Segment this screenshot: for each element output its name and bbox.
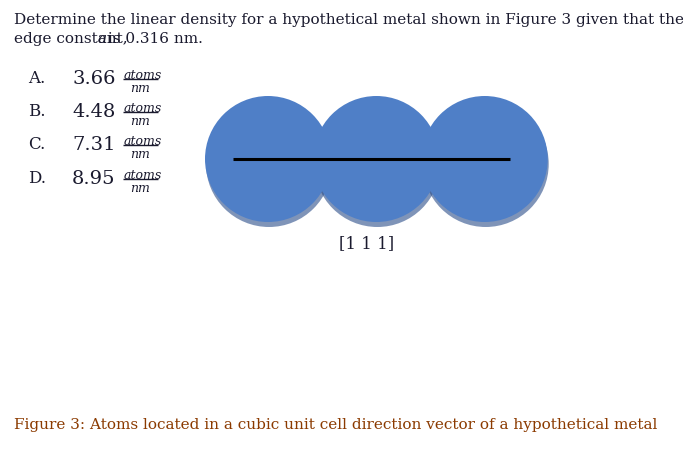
Text: 3.66: 3.66 bbox=[72, 70, 115, 88]
Text: A.: A. bbox=[28, 70, 45, 87]
Text: nm: nm bbox=[130, 82, 150, 95]
Text: 4.48: 4.48 bbox=[72, 103, 115, 121]
Text: 7.31: 7.31 bbox=[72, 136, 115, 154]
Ellipse shape bbox=[205, 97, 331, 223]
Text: B.: B. bbox=[28, 103, 46, 120]
Text: atoms: atoms bbox=[124, 102, 163, 115]
Ellipse shape bbox=[206, 102, 332, 228]
Text: Determine the linear density for a hypothetical metal shown in Figure 3 given th: Determine the linear density for a hypot… bbox=[14, 13, 683, 27]
Ellipse shape bbox=[314, 102, 441, 228]
Text: atoms: atoms bbox=[124, 168, 163, 182]
Text: a: a bbox=[97, 32, 106, 46]
Text: edge constant,: edge constant, bbox=[14, 32, 133, 46]
Ellipse shape bbox=[313, 97, 439, 223]
Text: atoms: atoms bbox=[124, 69, 163, 82]
Text: Figure 3: Atoms located in a cubic unit cell direction vector of a hypothetical : Figure 3: Atoms located in a cubic unit … bbox=[14, 417, 657, 431]
Text: 8.95: 8.95 bbox=[72, 170, 115, 188]
Text: nm: nm bbox=[130, 148, 150, 161]
Text: D.: D. bbox=[28, 170, 46, 187]
Text: atoms: atoms bbox=[124, 134, 163, 148]
Text: nm: nm bbox=[130, 182, 150, 195]
Text: nm: nm bbox=[130, 115, 150, 128]
Text: [1 1 1]: [1 1 1] bbox=[339, 235, 394, 252]
Ellipse shape bbox=[423, 102, 548, 228]
Text: C.: C. bbox=[28, 136, 45, 153]
Ellipse shape bbox=[421, 97, 548, 223]
Text: is 0.316 nm.: is 0.316 nm. bbox=[103, 32, 203, 46]
